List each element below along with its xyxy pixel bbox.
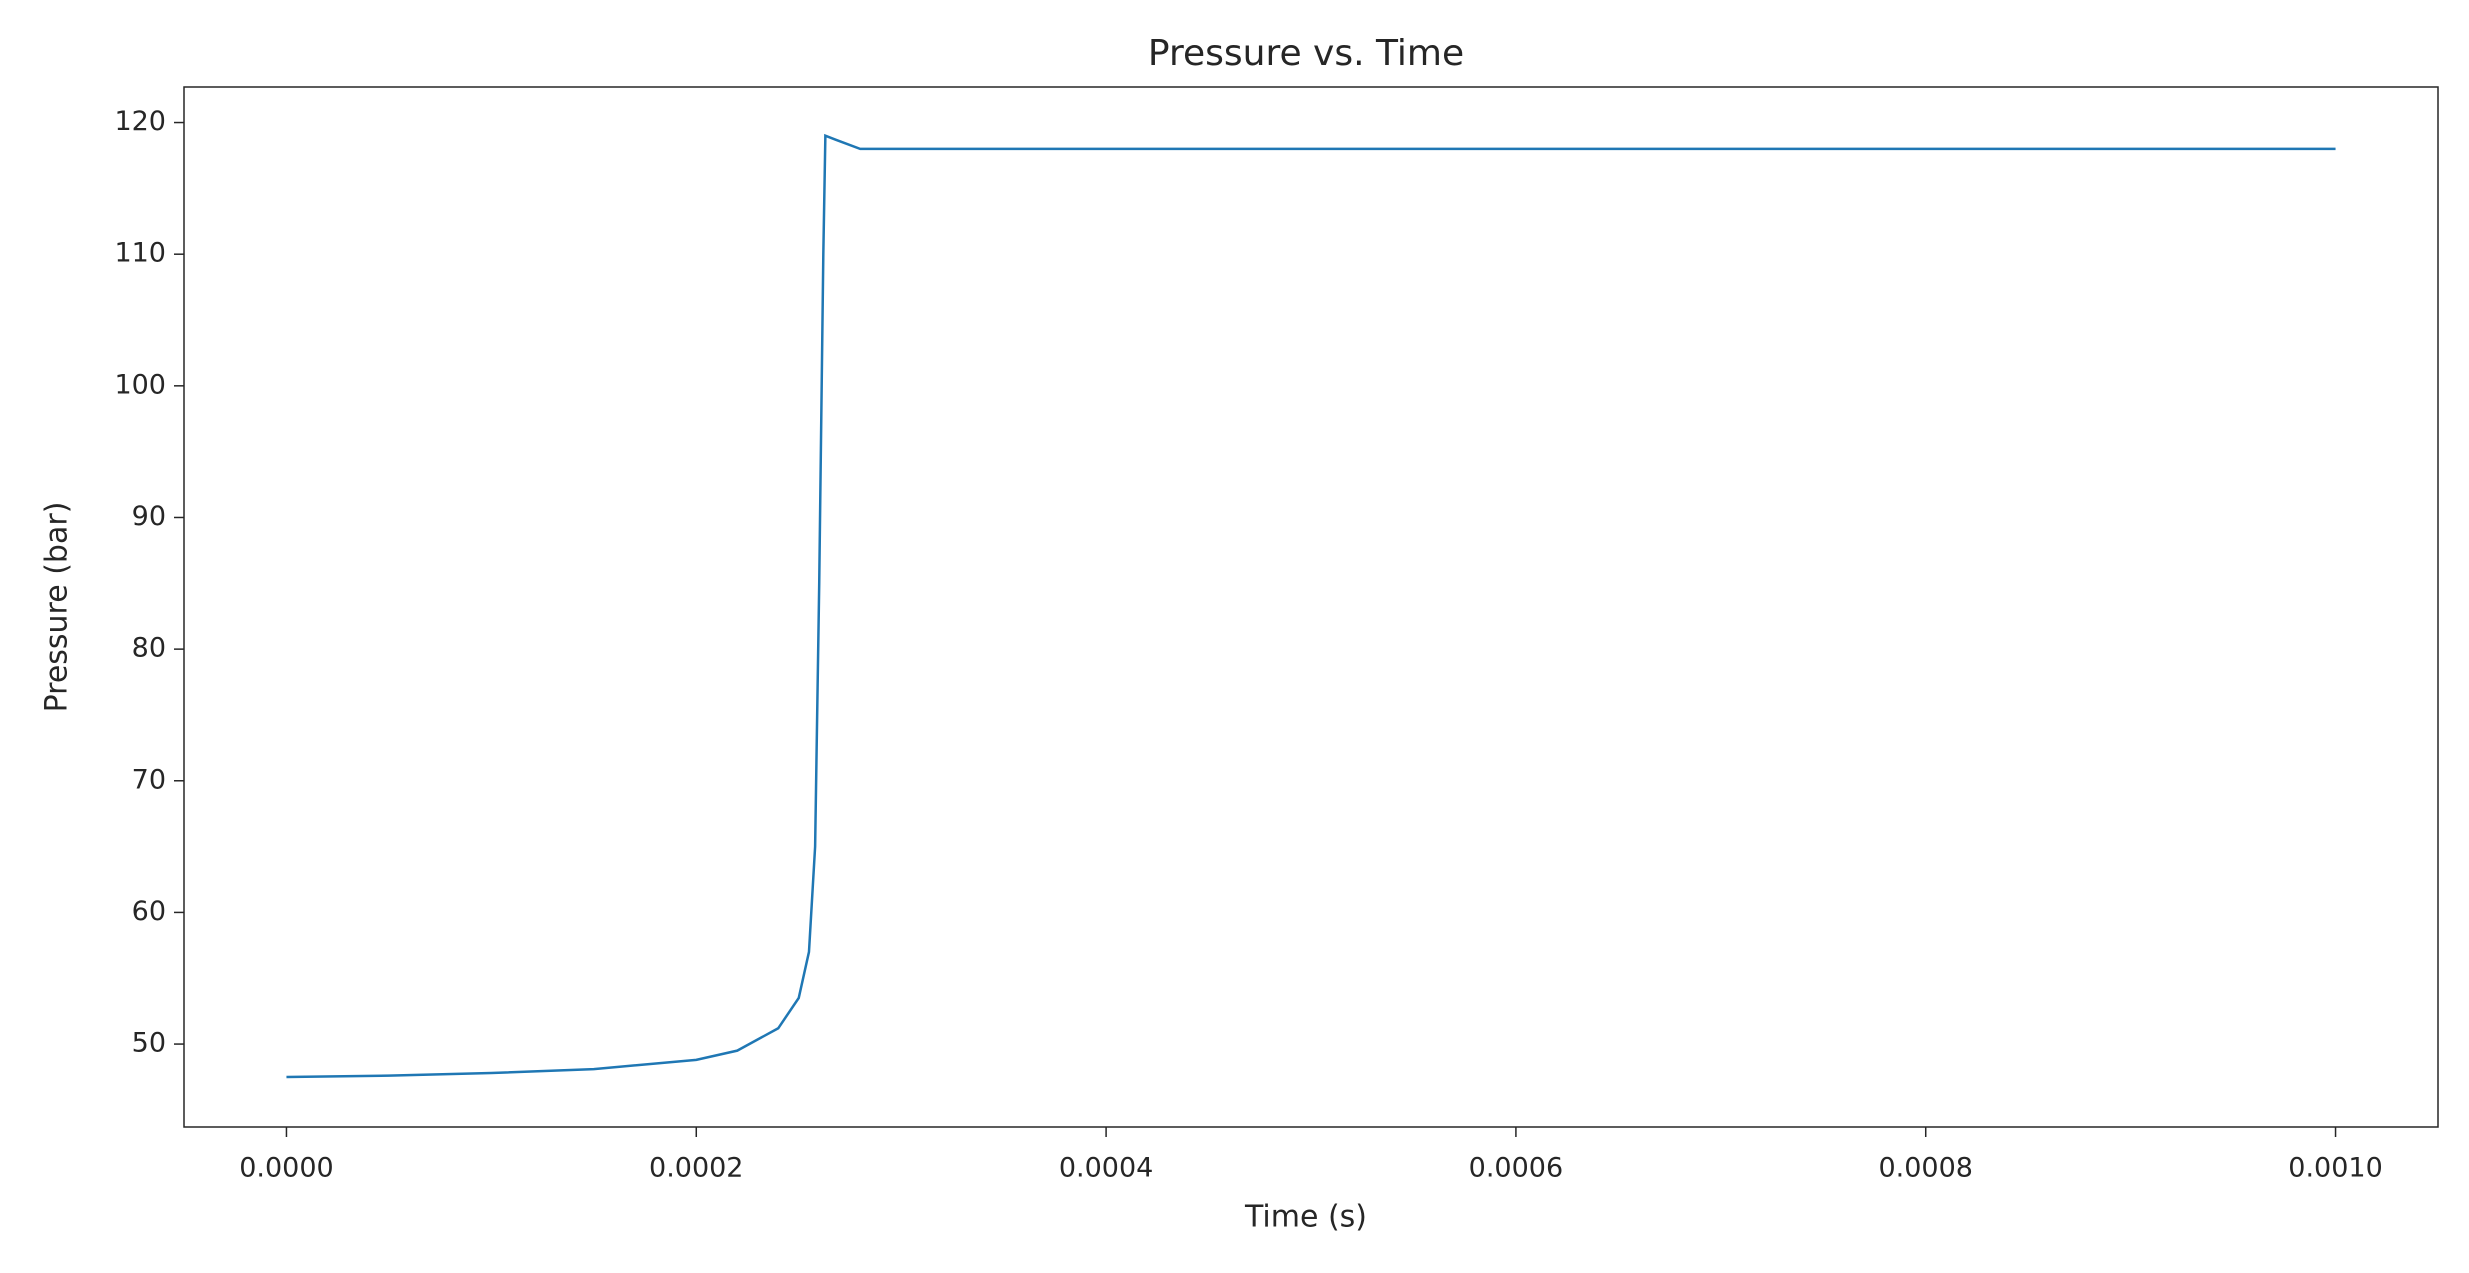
- plot-frame: [183, 86, 2439, 1128]
- x-axis-label: Time (s): [1244, 1200, 1367, 1235]
- x-tick-label: 0.0008: [1878, 1153, 1972, 1184]
- y-axis-label: Pressure (bar): [40, 502, 75, 713]
- y-tick-label: 50: [132, 1028, 166, 1059]
- x-tick-label: 0.0002: [649, 1153, 743, 1184]
- chart-title: Pressure vs. Time: [1148, 33, 1464, 74]
- y-tick-label: 70: [132, 764, 166, 795]
- x-tick-label: 0.0006: [1469, 1153, 1563, 1184]
- y-tick-label: 60: [132, 896, 166, 927]
- data-line: [286, 133, 2336, 1079]
- y-tick-label: 120: [114, 106, 166, 137]
- y-tick-label: 100: [114, 369, 166, 400]
- x-tick-label: 0.0004: [1059, 1153, 1153, 1184]
- y-tick-label: 110: [114, 238, 166, 269]
- x-tick-label: 0.0010: [2288, 1153, 2382, 1184]
- y-tick-label: 90: [132, 501, 166, 532]
- x-tick-label: 0.0000: [239, 1153, 333, 1184]
- y-tick-label: 80: [132, 633, 166, 664]
